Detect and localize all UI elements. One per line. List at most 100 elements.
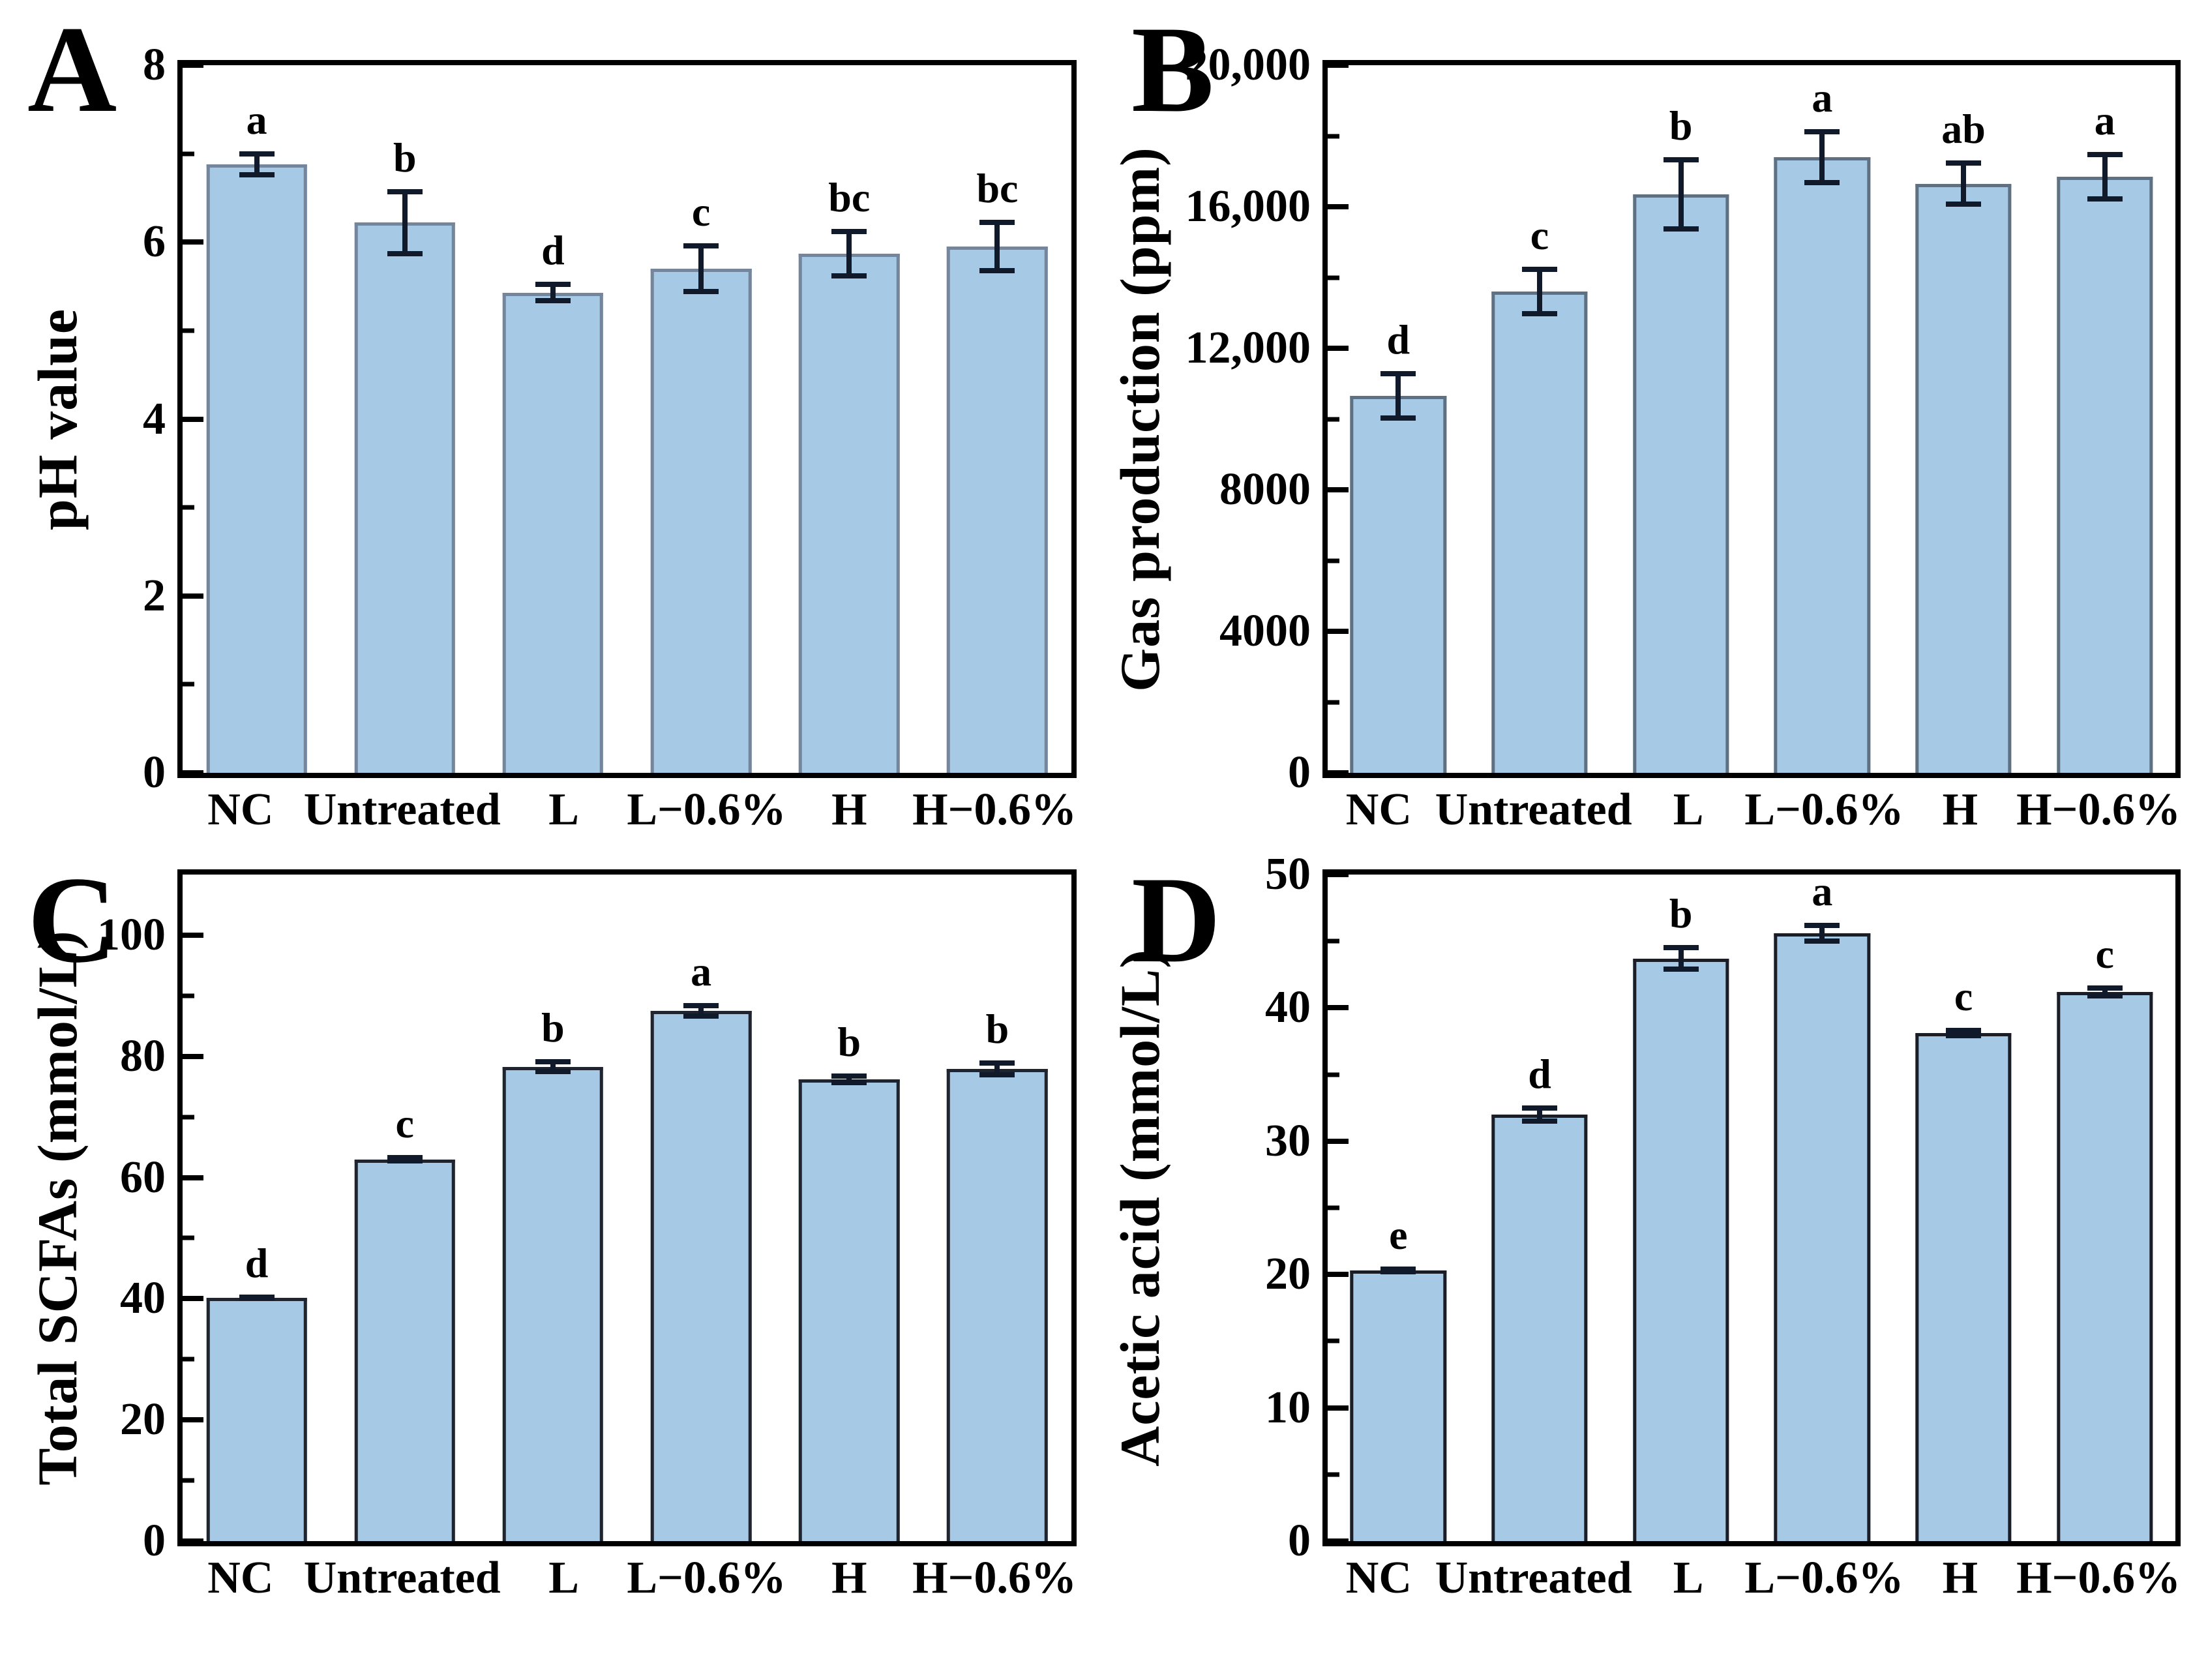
sig-letter: c	[395, 1100, 414, 1147]
x-tick-label: Untreated	[303, 785, 501, 835]
y-minor-tick	[1328, 1338, 1339, 1343]
error-cap-top	[535, 1059, 571, 1065]
y-minor-tick	[183, 328, 194, 333]
error-cap-top	[2087, 151, 2123, 157]
y-axis-label: Gas production (ppm)	[1109, 146, 1171, 692]
y-tick-label: 8000	[1219, 464, 1311, 515]
bar-slot: b	[331, 65, 479, 773]
y-tick	[183, 770, 203, 775]
bar-NC	[206, 1297, 307, 1541]
y-tick-label: 0	[143, 747, 166, 798]
bar-slot: d	[1469, 875, 1611, 1541]
error-cap-top	[831, 1073, 867, 1079]
bar-L−0.6%	[1774, 933, 1871, 1541]
y-minor-tick	[1328, 134, 1339, 138]
y-minor-tick	[183, 682, 194, 687]
error-bar	[239, 1294, 275, 1301]
y-tick-label: 40	[120, 1273, 166, 1324]
sig-letter: b	[985, 1006, 1009, 1053]
error-bar	[2087, 151, 2123, 202]
x-tick-label: H−0.6%	[912, 785, 1077, 835]
error-cap-top	[387, 188, 423, 194]
y-tick-label: 6	[143, 217, 166, 267]
y-tick	[183, 932, 203, 938]
bar-L−0.6%	[650, 268, 752, 773]
bar-L	[1633, 194, 1729, 773]
error-bar	[1522, 267, 1557, 317]
y-tick	[1328, 1538, 1349, 1544]
y-tick	[183, 63, 203, 68]
y-minor-tick	[1328, 417, 1339, 421]
y-minor-tick	[183, 1357, 194, 1362]
panel-c: C Total SCFAs (mmol/L) 0 20 40 60 80 100 d c b a b…	[0, 840, 1104, 1680]
sig-letter: c	[1530, 212, 1549, 259]
x-tick-label: Untreated	[303, 1553, 501, 1603]
bar-H−0.6%	[2057, 176, 2153, 773]
y-tick	[1328, 629, 1349, 634]
y-tick-label: 8	[143, 40, 166, 90]
bar-NC	[1350, 396, 1446, 773]
error-cap-bottom	[683, 289, 719, 295]
bars-row: d c b a ab a	[1328, 65, 2175, 773]
x-tick-labels: NC Untreated L L−0.6% H H−0.6%	[1322, 773, 2181, 833]
sig-letter: c	[2095, 930, 2114, 977]
bar-slot: bc	[775, 65, 923, 773]
sig-letter: b	[541, 1004, 565, 1051]
error-cap-bottom	[1380, 415, 1416, 421]
sig-letter: bc	[828, 173, 871, 220]
error-cap-top	[683, 1002, 719, 1008]
sig-letter: d	[245, 1239, 269, 1286]
bar-slot: c	[1893, 875, 2035, 1541]
bar-slot: d	[1328, 65, 1469, 773]
sig-letter: ab	[1941, 106, 1986, 153]
error-bar	[979, 220, 1015, 273]
bars-row: d c b a b b	[183, 875, 1071, 1541]
y-tick-label: 10	[1265, 1382, 1311, 1433]
x-tick-label: L	[548, 1553, 579, 1603]
error-cap-bottom	[239, 1295, 275, 1301]
y-tick-label: 60	[120, 1152, 166, 1203]
plot-area: 0 2 4 6 8 a b d c bc bc NC Untreated L L−0.6% H H−0.6%	[143, 42, 1077, 833]
y-tick	[183, 1175, 203, 1180]
x-tick-label: H	[1942, 1553, 1978, 1603]
y-tick-label: 12,000	[1185, 323, 1311, 373]
error-bar	[535, 1059, 571, 1074]
error-cap-top	[2087, 985, 2123, 991]
x-tick-label: H−0.6%	[912, 1553, 1077, 1603]
error-bar	[535, 282, 571, 303]
error-bar	[387, 1155, 423, 1164]
sig-letter: a	[691, 948, 712, 995]
error-cap-bottom	[387, 1158, 423, 1164]
y-tick	[183, 416, 203, 422]
y-minor-tick	[1328, 1472, 1339, 1477]
bar-slot: a	[627, 875, 775, 1541]
sig-letter: b	[1669, 890, 1693, 937]
error-cap-bottom	[979, 1072, 1015, 1078]
error-cap-top	[535, 282, 571, 288]
error-cap-top	[979, 1060, 1015, 1066]
y-minor-tick	[1328, 275, 1339, 280]
error-cap-bottom	[1522, 311, 1557, 317]
panel-d: D Acetic acid (mmol/L) 0 10 20 30 40 50 e d b a c c…	[1104, 840, 2208, 1680]
plot-area: 0 4000 8000 12,000 16,000 20,000 d c b a ab a NC Untr…	[1186, 42, 2181, 833]
y-minor-tick	[183, 1478, 194, 1483]
x-tick-label: Untreated	[1435, 1553, 1632, 1603]
y-minor-tick	[183, 993, 194, 998]
sig-letter: a	[2094, 97, 2115, 143]
sig-letter: e	[1389, 1211, 1408, 1258]
y-minor-tick	[1328, 558, 1339, 563]
y-tick-label: 20,000	[1185, 40, 1311, 90]
bar-NC	[206, 164, 307, 773]
error-cap-bottom	[831, 1080, 867, 1086]
x-tick-label: NC	[1345, 785, 1412, 835]
y-tick	[1328, 770, 1349, 775]
bar-slot: b	[775, 875, 923, 1541]
panel-letter-a: A	[27, 1, 117, 138]
y-tick-label: 16,000	[1185, 181, 1311, 232]
bar-slot: c	[331, 875, 479, 1541]
error-bar	[683, 243, 719, 295]
error-cap-bottom	[535, 1068, 571, 1074]
error-bar	[1380, 1266, 1416, 1275]
y-tick-label: 4	[143, 393, 166, 444]
